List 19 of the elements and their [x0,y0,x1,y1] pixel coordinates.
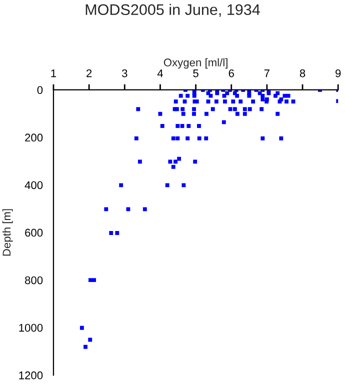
x-tick-label: 4 [157,69,163,78]
y-tick-label: 0 [37,86,43,94]
y-tick-label: 400 [24,181,43,190]
y-tick-label: 600 [25,228,43,237]
y-tick-label: 200 [25,134,43,142]
x-tick-label: 2 [86,69,92,78]
y-tick-label: 1000 [19,324,43,332]
x-tick-label: 7 [264,69,270,78]
y-tick-label: 800 [25,276,43,284]
x-axis-title: Oxygen [ml/l] [164,58,228,69]
chart-title: MODS2005 in June, 1934 [86,4,260,17]
x-tick-label: 5 [193,69,198,78]
x-tick-label: 9 [336,69,341,78]
x-tick-label: 1 [51,69,56,78]
y-axis-title: Depth [m] [2,209,13,256]
x-tick-label: 3 [122,69,128,78]
x-tick-label: 6 [228,69,234,78]
y-tick-label: 1200 [19,371,43,380]
x-tick-label: 8 [300,69,306,78]
